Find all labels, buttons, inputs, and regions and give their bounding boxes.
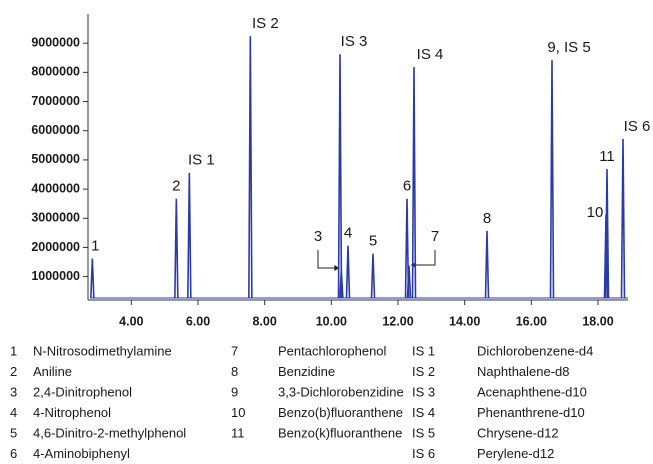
legend-key: IS 3: [412, 384, 435, 399]
y-tick-label: 3000000: [31, 211, 80, 225]
arrow: [411, 250, 436, 266]
legend-name: 4,6-Dinitro-2-methylphenol: [33, 425, 186, 440]
legend-key: 10: [231, 405, 245, 420]
peak-label: IS 2: [252, 15, 279, 32]
legend-key: 1: [10, 343, 17, 358]
legend-key: 11: [231, 425, 245, 440]
x-tick-label: 4.00: [119, 314, 143, 328]
x-tick-label: 8.00: [252, 314, 276, 328]
y-tick-label: 2000000: [31, 240, 80, 254]
legend-name: Pentachlorophenol: [278, 343, 387, 358]
peak: [404, 198, 410, 299]
legend-name: Benzidine: [278, 364, 335, 379]
peak-label: IS 6: [624, 118, 651, 135]
arrow: [317, 250, 340, 269]
legend-name: 4-Aminobiphenyl: [33, 446, 130, 461]
peak-label: IS 1: [188, 152, 215, 169]
peak: [604, 168, 610, 299]
x-tick-label: 16.00: [516, 314, 547, 328]
y-tick-label: 6000000: [31, 123, 80, 137]
legend-key: IS 1: [412, 343, 435, 358]
legend-name: 3,3-Dichlorobenzidine: [278, 384, 404, 399]
peak: [484, 230, 490, 299]
legend-key: 3: [10, 384, 17, 399]
legend-key: 2: [10, 364, 17, 379]
peak: [174, 198, 179, 299]
peak-label: 10: [587, 204, 604, 221]
peak: [248, 36, 253, 299]
peak-label: 5: [369, 233, 377, 250]
x-tick-label: 6.00: [186, 314, 210, 328]
x-tick-label: 14.00: [449, 314, 480, 328]
legend-name: Aniline: [33, 364, 72, 379]
peak: [345, 245, 351, 299]
x-tick-label: 12.00: [382, 314, 413, 328]
legend-name: Chrysene-d12: [477, 425, 559, 440]
arrow-head: [334, 265, 340, 271]
peak-label: IS 4: [417, 46, 444, 63]
peak-label: 4: [344, 225, 352, 242]
peak-label: 8: [483, 210, 491, 227]
peak-label: 11: [599, 148, 615, 165]
y-tick-label: 5000000: [31, 152, 80, 166]
legend-name: Phenanthrene-d10: [477, 405, 585, 420]
legend-name: N-Nitrosodimethylamine: [33, 343, 172, 358]
peak: [406, 265, 412, 299]
legend-name: Dichlorobenzene-d4: [477, 343, 593, 358]
peak-label: 7: [431, 228, 439, 245]
peak-label: 9, IS 5: [547, 39, 590, 56]
legend-key: IS 2: [412, 364, 435, 379]
x-tick-label: 18.00: [582, 314, 613, 328]
peak: [370, 253, 376, 299]
y-tick-label: 9000000: [31, 35, 80, 49]
peak-label: 1: [91, 238, 99, 255]
peak: [620, 138, 626, 299]
legend-key: 4: [10, 405, 17, 420]
legend-key: 6: [10, 446, 17, 461]
peak: [187, 172, 192, 299]
legend-name: Benzo(b)fluoranthene: [278, 405, 403, 420]
legend-key: 9: [231, 384, 238, 399]
legend-key: 8: [231, 364, 238, 379]
peak: [411, 67, 417, 299]
y-tick-label: 1000000: [31, 269, 80, 283]
y-tick-label: 4000000: [31, 181, 80, 195]
legend-key: 5: [10, 425, 17, 440]
x-tick-label: 10.00: [316, 314, 347, 328]
y-tick-label: 7000000: [31, 94, 80, 108]
peak-label: 6: [403, 178, 411, 195]
peak-label: 3: [314, 228, 322, 245]
legend-name: 2,4-Dinitrophenol: [33, 384, 132, 399]
peak-label: IS 3: [341, 33, 368, 50]
legend-name: 4-Nitrophenol: [33, 405, 111, 420]
legend-key: IS 5: [412, 425, 435, 440]
legend-key: 7: [231, 343, 238, 358]
peak-label: 2: [172, 178, 180, 195]
legend-name: Naphthalene-d8: [477, 364, 570, 379]
y-tick-label: 8000000: [31, 65, 80, 79]
peak: [549, 60, 555, 299]
legend-name: Acenaphthene-d10: [477, 384, 587, 399]
legend-name: Benzo(k)fluoranthene: [278, 425, 402, 440]
legend-name: Perylene-d12: [477, 446, 554, 461]
legend-key: IS 6: [412, 446, 435, 461]
peak: [337, 54, 343, 299]
peak: [90, 258, 95, 299]
legend-key: IS 4: [412, 405, 435, 420]
